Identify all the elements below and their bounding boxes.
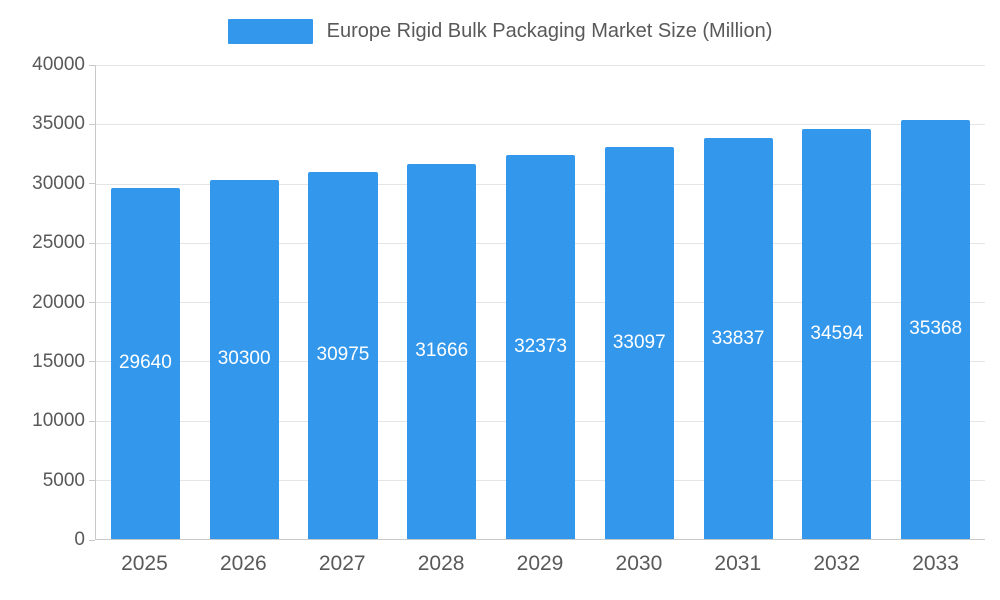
bar-slot: 31666 (392, 65, 491, 539)
bar-slot: 35368 (886, 65, 985, 539)
plot-area: 29640 30300 30975 31666 32373 33097 33837 34594… (95, 65, 985, 540)
y-axis-tick-label: 25000 (32, 232, 85, 254)
bar-slot: 29640 (96, 65, 195, 539)
bar-value-label: 29640 (118, 352, 172, 374)
x-axis-tick-label: 2025 (121, 552, 168, 575)
bar-2025[interactable]: 29640 (110, 187, 180, 539)
bars-container: 29640 30300 30975 31666 32373 33097 33837 34594… (96, 65, 985, 539)
bar-value-label: 32373 (514, 336, 567, 358)
bar-value-label: 30975 (316, 344, 370, 366)
x-axis-tick-label: 2028 (417, 552, 465, 575)
x-axis-tick-label: 2030 (615, 552, 663, 575)
bar-slot: 30300 (195, 65, 294, 539)
y-axis-tick-mark (89, 183, 95, 185)
y-axis-tick-mark (89, 242, 95, 244)
y-axis-tick-mark (89, 64, 95, 66)
bar-2027[interactable]: 30975 (308, 171, 378, 539)
bar-2032[interactable]: 34594 (802, 129, 872, 539)
bar-slot: 33837 (689, 65, 788, 539)
y-axis-tick-mark (89, 361, 95, 363)
bar-2028[interactable]: 31666 (407, 163, 477, 539)
x-axis-tick-labels: 2025 2026 2027 2028 2029 2030 2031 2032 2033 (95, 552, 985, 576)
bar-2029[interactable]: 32373 (505, 155, 576, 539)
y-axis-tick-label: 30000 (32, 172, 85, 194)
bar-slot: 34594 (787, 65, 886, 539)
gridline (96, 124, 985, 126)
bar-2030[interactable]: 33097 (604, 146, 674, 539)
x-axis-tick-label: 2027 (318, 552, 366, 575)
y-axis-tick-label: 15000 (32, 350, 85, 372)
y-axis-tick-labels: 0 5000 10000 15000 20000 25000 30000 35000 40000 (0, 54, 85, 550)
bar-value-label: 34594 (810, 323, 864, 345)
y-axis-tick-label: 20000 (32, 291, 85, 313)
y-axis-tick-label: 35000 (32, 113, 85, 135)
y-axis-tick-label: 40000 (32, 54, 85, 75)
x-axis-tick-label: 2031 (714, 552, 762, 575)
y-axis-tick-mark (89, 123, 95, 125)
y-axis-tick-label: 5000 (42, 469, 85, 491)
bar-value-label: 35368 (909, 318, 963, 340)
bar-value-label: 31666 (415, 340, 469, 362)
y-axis-tick-mark (89, 539, 95, 541)
bar-2026[interactable]: 30300 (209, 179, 279, 539)
bar-value-label: 33837 (711, 327, 765, 349)
bar-slot: 33097 (590, 65, 689, 539)
bar-slot: 32373 (491, 65, 590, 539)
legend-color-swatch-icon (227, 18, 313, 44)
y-axis-tick-label: 0 (74, 529, 85, 550)
y-axis-tick-mark (89, 302, 95, 303)
y-axis-tick-mark (89, 480, 95, 482)
bar-2031[interactable]: 33837 (703, 138, 773, 539)
y-axis-tick-marks (89, 64, 95, 541)
x-axis-tick-label: 2032 (813, 552, 861, 575)
bar-value-label: 33097 (612, 331, 666, 353)
bar-slot: 30975 (294, 65, 393, 539)
bar-2033[interactable]: 35368 (901, 119, 971, 539)
x-axis-tick-label: 2033 (912, 552, 959, 575)
x-axis-tick-label: 2026 (219, 552, 267, 575)
legend-series-label: Europe Rigid Bulk Packaging Market Size … (326, 19, 773, 42)
bar-value-label: 30300 (217, 348, 271, 370)
legend[interactable]: Europe Rigid Bulk Packaging Market Size … (0, 17, 1000, 45)
x-axis-tick-label: 2029 (516, 552, 564, 575)
y-axis-tick-mark (89, 420, 95, 422)
y-axis-tick-label: 10000 (32, 410, 85, 432)
gridline (96, 65, 985, 66)
